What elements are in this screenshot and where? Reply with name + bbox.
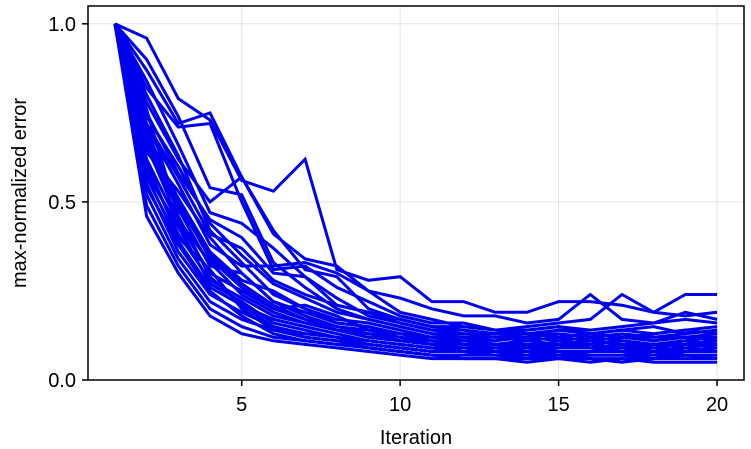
x-tick-label-1: 10 — [389, 394, 411, 416]
x-tick-label-2: 15 — [547, 394, 569, 416]
y-tick-label-0: 0.0 — [48, 370, 76, 392]
y-tick-label-2: 1.0 — [48, 14, 76, 36]
series-line-28 — [113, 23, 718, 354]
series-line-25 — [113, 23, 718, 361]
y-axis-title: max-normalized error — [9, 98, 31, 288]
series-line-26 — [113, 23, 718, 332]
series-line-2 — [113, 22, 718, 325]
series-line-21 — [113, 23, 718, 336]
series-line-15 — [113, 23, 718, 364]
series-line-27 — [113, 23, 718, 354]
x-tick-label-0: 5 — [236, 394, 247, 416]
plot-frame — [87, 5, 745, 381]
series-line-22 — [113, 22, 718, 343]
series-lines — [113, 22, 718, 364]
x-tick-label-3: 20 — [706, 394, 728, 416]
y-tick-label-1: 0.5 — [48, 192, 76, 214]
x-axis-title: Iteration — [380, 427, 452, 449]
axis-ticks: 5 10 15 20 0.0 0.5 1.0 — [48, 14, 728, 416]
series-line-1 — [114, 22, 718, 314]
series-line-3 — [113, 23, 718, 332]
